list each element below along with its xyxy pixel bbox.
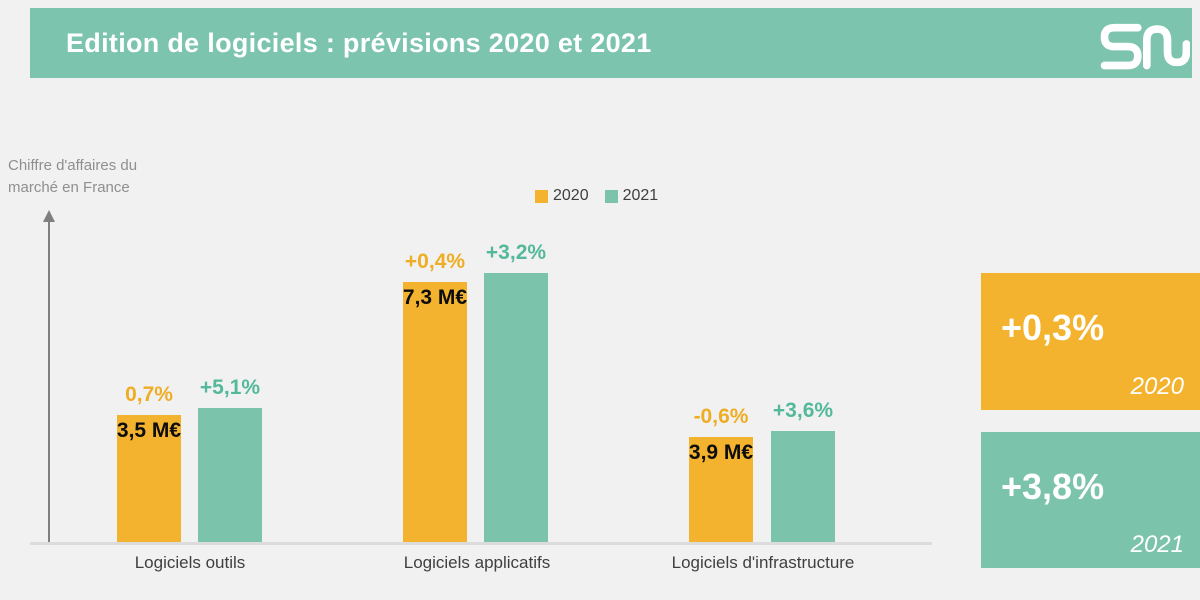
sn-logo-icon bbox=[1100, 23, 1190, 70]
bar-column-applicatifs-2020: +0,4% 7,3 M€ bbox=[403, 250, 467, 543]
legend: 2020 2021 bbox=[535, 187, 658, 205]
summary-box-2021: +3,8% 2021 bbox=[981, 432, 1200, 568]
growth-label-2021: +3,2% bbox=[485, 241, 547, 264]
bar-column-outils-2021: +5,1% bbox=[198, 376, 262, 543]
value-label: 3,5 M€ bbox=[116, 419, 182, 442]
summary-year-2021: 2021 bbox=[1130, 531, 1184, 558]
category-label-infrastructure: Logiciels d'infrastructure bbox=[671, 553, 855, 572]
header-band: Edition de logiciels : prévisions 2020 e… bbox=[30, 8, 1192, 78]
legend-swatch-2021 bbox=[604, 189, 618, 203]
legend-swatch-2020 bbox=[535, 189, 548, 203]
legend-label-2021: 2021 bbox=[622, 187, 659, 204]
bar-column-applicatifs-2021: +3,2% bbox=[484, 241, 548, 543]
growth-label-2020: -0,6% bbox=[693, 405, 749, 428]
bar-2020-logiciels-applicatifs: 7,3 M€ bbox=[403, 282, 467, 543]
summary-box-2020: +0,3% 2020 bbox=[981, 273, 1200, 410]
growth-label-2020: +0,4% bbox=[404, 250, 466, 273]
category-label-applicatifs: Logiciels applicatifs bbox=[403, 553, 551, 572]
value-label: 3,9 M€ bbox=[688, 441, 754, 464]
summary-value-2020: +0,3% bbox=[1001, 307, 1105, 348]
x-axis-line bbox=[30, 542, 932, 545]
bar-column-infrastructure-2020: -0,6% 3,9 M€ bbox=[689, 405, 753, 543]
y-axis-label: Chiffre d'affaires du marché en France bbox=[8, 157, 138, 196]
page-title: Edition de logiciels : prévisions 2020 e… bbox=[66, 27, 652, 58]
bar-2021-logiciels-applicatifs bbox=[484, 273, 548, 543]
bar-2021-logiciels-infrastructure bbox=[771, 431, 835, 543]
category-label-outils: Logiciels outils bbox=[134, 553, 246, 572]
value-label: 7,3 M€ bbox=[402, 286, 468, 309]
summary-year-2020: 2020 bbox=[1130, 373, 1184, 400]
legend-label-2020: 2020 bbox=[553, 187, 589, 204]
growth-label-2021: +3,6% bbox=[772, 399, 834, 422]
y-axis-line bbox=[48, 221, 50, 543]
y-axis-arrow-icon bbox=[43, 210, 55, 222]
bar-2021-logiciels-outils bbox=[198, 408, 262, 543]
bar-2020-logiciels-outils: 3,5 M€ bbox=[117, 415, 181, 543]
growth-label-2020: 0,7% bbox=[125, 383, 173, 406]
bar-column-infrastructure-2021: +3,6% bbox=[771, 399, 835, 543]
legend-item-2020: 2020 bbox=[535, 187, 589, 205]
summary-value-2021: +3,8% bbox=[1001, 466, 1105, 507]
bar-column-outils-2020: 0,7% 3,5 M€ bbox=[117, 383, 181, 543]
growth-label-2021: +5,1% bbox=[199, 376, 261, 399]
legend-item-2021: 2021 bbox=[604, 187, 659, 205]
bar-2020-logiciels-infrastructure: 3,9 M€ bbox=[689, 437, 753, 543]
